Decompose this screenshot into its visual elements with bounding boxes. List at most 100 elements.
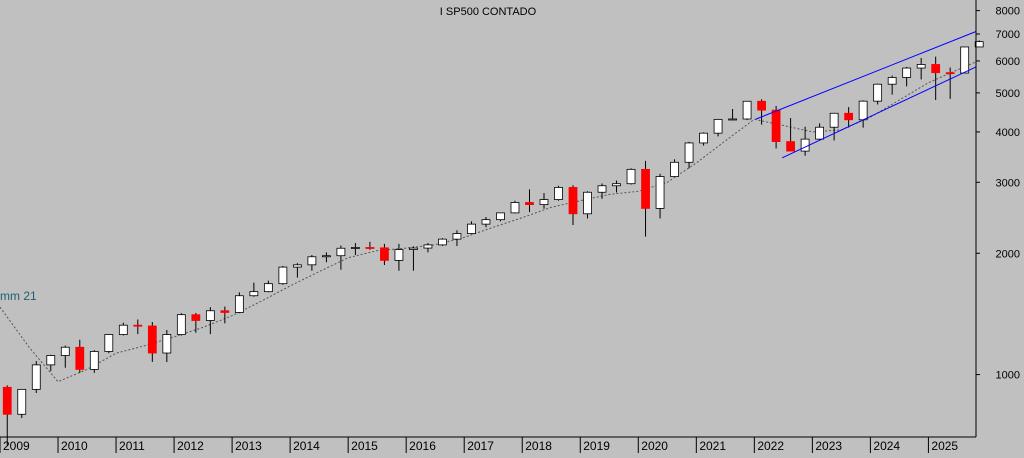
y-tick-label: 1000: [996, 370, 1020, 382]
candle-bull: [916, 64, 926, 69]
candle-bear: [786, 141, 795, 152]
candle-bull: [699, 132, 708, 144]
candle-bull: [89, 351, 99, 370]
candle-bull: [510, 202, 520, 214]
candle-bear: [568, 187, 578, 215]
candle-bull: [322, 255, 331, 258]
candle-bull: [626, 168, 636, 185]
candle-bull: [902, 67, 912, 78]
candle-bear: [757, 100, 766, 111]
candle-bear: [380, 247, 389, 261]
x-ticks: 2009 2010 2011 2012 2013 2014 2015 2016 2017 2018…: [0, 437, 958, 453]
y-tick-label: 8000: [996, 6, 1020, 18]
candle-bull: [336, 247, 346, 257]
x-tick-label: 2023: [815, 439, 842, 453]
candle-bear: [931, 64, 941, 74]
candle-bull: [670, 161, 679, 177]
candle-bull: [713, 118, 723, 134]
candle-bull: [684, 142, 694, 163]
candle-bull: [423, 244, 433, 249]
y-ticks: 1000 2000 3000 4000 5000 6000 7000 8000: [976, 6, 1020, 382]
candle-bull: [46, 355, 56, 366]
candle-bull: [742, 100, 752, 120]
x-tick-label: 2020: [641, 439, 668, 453]
candles-layer: [2, 40, 984, 446]
x-tick-label: 2025: [931, 439, 958, 453]
x-tick-label: 2011: [119, 439, 145, 453]
candle-bull: [496, 212, 505, 221]
candle-bull: [176, 314, 186, 335]
candle-bull: [554, 187, 563, 200]
candle-bear: [771, 109, 781, 143]
candle-bull: [60, 346, 70, 356]
candle-bull: [17, 388, 27, 415]
x-tick-label: 2012: [177, 439, 204, 453]
candle-bear: [191, 314, 201, 321]
candle-bear: [525, 202, 534, 205]
candle-bull: [597, 185, 607, 193]
x-tick-label: 2022: [757, 439, 784, 453]
chart-title: I SP500 CONTADO: [440, 6, 537, 18]
candle-bull: [278, 266, 288, 285]
candle-bear: [641, 168, 650, 209]
candle-bull: [655, 176, 665, 209]
x-tick-label: 2010: [61, 439, 88, 453]
candle-bull: [249, 291, 259, 297]
candle-bull: [858, 100, 868, 121]
candle-bull: [481, 219, 491, 225]
candle-bull: [263, 283, 273, 293]
y-tick-label: 4000: [996, 127, 1020, 139]
x-tick-label: 2021: [699, 439, 726, 453]
channel-line-lower: [781, 66, 977, 159]
candle-bull: [307, 256, 317, 266]
candle-bull: [205, 310, 215, 321]
candle-bull: [394, 249, 404, 261]
y-tick-label: 2000: [996, 248, 1020, 260]
candle-bull: [452, 233, 462, 240]
candle-bull: [351, 247, 360, 249]
candle-bull: [467, 223, 476, 234]
candle-bear: [365, 247, 375, 249]
axes-layer: [0, 0, 977, 438]
candle-bull: [409, 247, 418, 250]
candle-bull: [873, 83, 883, 102]
candle-bull: [728, 118, 737, 121]
x-tick-label: 2024: [873, 439, 900, 453]
candle-bull: [612, 183, 621, 187]
y-tick-label: 6000: [996, 56, 1020, 68]
candle-bear: [945, 72, 955, 75]
x-tick-label: 2019: [583, 439, 610, 453]
candle-bull: [800, 138, 810, 152]
candle-bull: [539, 199, 549, 205]
candle-bear: [147, 325, 157, 354]
candle-bull: [583, 191, 592, 215]
candle-bull: [438, 238, 447, 246]
candle-bull: [292, 264, 302, 268]
channel-line-upper: [755, 31, 977, 120]
candle-bull: [104, 334, 114, 352]
x-tick-label: 2018: [525, 439, 552, 453]
x-tick-label: 2014: [293, 439, 320, 453]
candle-bull: [974, 41, 984, 48]
x-tick-label: 2015: [351, 439, 378, 453]
candle-bear: [133, 324, 143, 327]
candle-bull: [960, 46, 970, 74]
candle-bear: [220, 310, 230, 313]
moving-average-label: mm 21: [0, 289, 37, 303]
y-tick-label: 7000: [996, 29, 1020, 41]
candle-bull: [118, 324, 128, 335]
y-tick-label: 5000: [996, 88, 1020, 100]
candle-bull: [162, 334, 172, 354]
candle-bear: [844, 112, 854, 121]
x-tick-label: 2013: [235, 439, 262, 453]
candle-bear: [75, 346, 85, 370]
candle-bull: [234, 295, 244, 313]
channel-layer: [755, 31, 977, 159]
candle-bull: [829, 112, 839, 128]
candle-bull: [815, 126, 825, 140]
x-tick-label: 2016: [409, 439, 436, 453]
x-tick-label: 2017: [467, 439, 494, 453]
y-tick-label: 3000: [996, 177, 1020, 189]
